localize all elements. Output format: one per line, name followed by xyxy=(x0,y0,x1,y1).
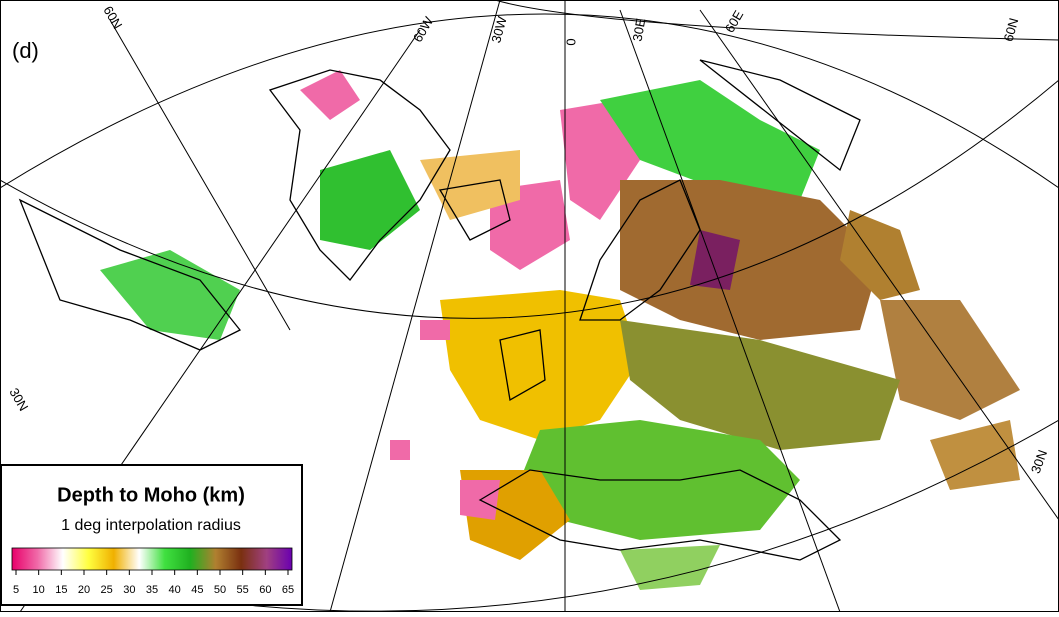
legend-title: Depth to Moho (km) xyxy=(57,484,245,506)
colorbar-tick-label: 60 xyxy=(259,584,271,596)
graticule-label: 60N xyxy=(1001,16,1022,43)
graticule-label: 30W xyxy=(488,14,510,44)
graticule-label: 30E xyxy=(630,17,649,43)
legend-subtitle: 1 deg interpolation radius xyxy=(61,517,241,534)
graticule-label: 0 xyxy=(563,38,578,45)
colorbar-tick-label: 10 xyxy=(33,584,45,596)
colorbar-tick-label: 5 xyxy=(13,584,19,596)
coastlines xyxy=(18,59,861,561)
colorbar-tick-label: 20 xyxy=(78,584,90,596)
colorbar-tick-label: 50 xyxy=(214,584,226,596)
colorbar-tick-label: 25 xyxy=(101,584,113,596)
legend-box xyxy=(0,464,303,606)
panel-label: (d) xyxy=(12,38,39,63)
colorbar-tick-label: 30 xyxy=(123,584,135,596)
data-patches xyxy=(100,70,1020,590)
colorbar-tick-label: 45 xyxy=(191,584,203,596)
colorbar xyxy=(11,547,293,571)
colorbar-tick-label: 15 xyxy=(55,584,67,596)
legend: Depth to Moho (km) 1 deg interpolation r… xyxy=(0,464,303,606)
colorbar-tick-label: 65 xyxy=(282,584,294,596)
colorbar-tick-label: 55 xyxy=(237,584,249,596)
colorbar-tick-label: 35 xyxy=(146,584,158,596)
colorbar-tick-label: 40 xyxy=(169,584,181,596)
